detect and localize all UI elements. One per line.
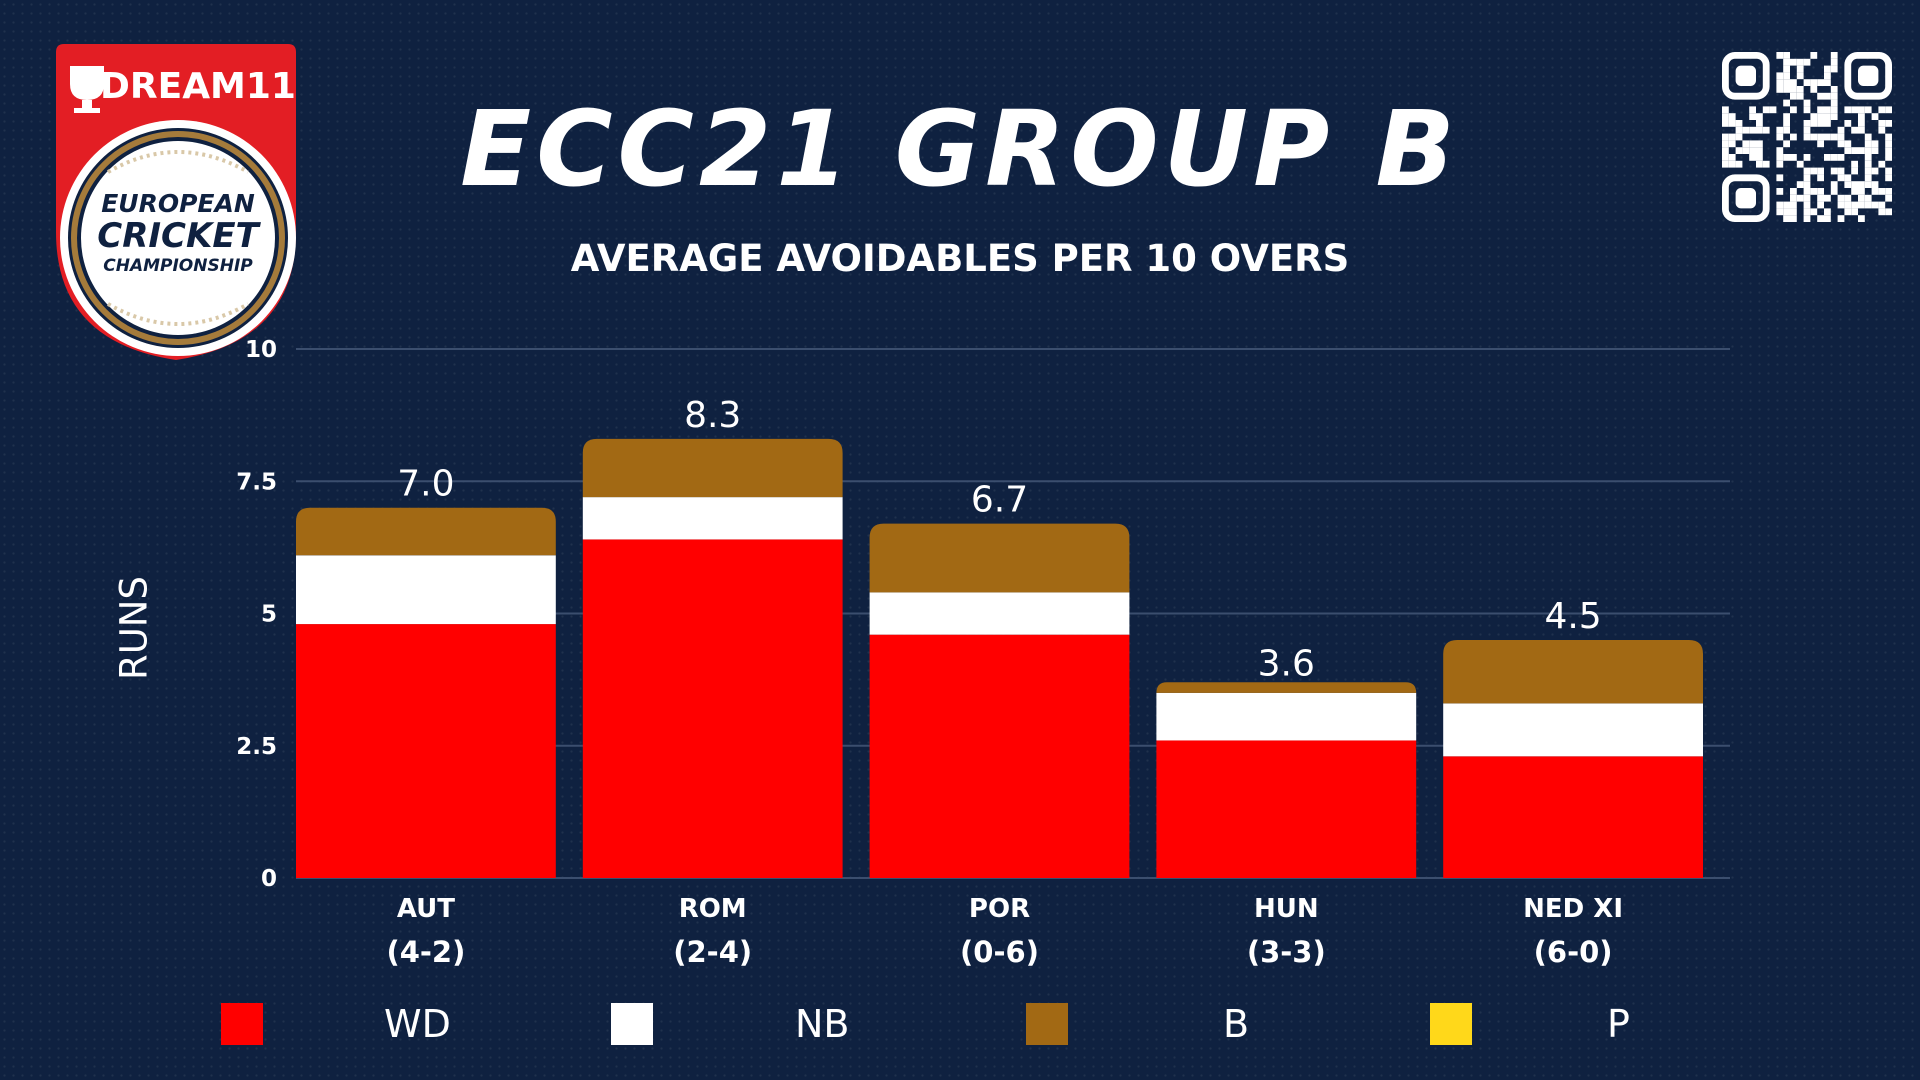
bar-total-label: 7.0 <box>397 464 454 505</box>
ecc-dream11-logo: DREAM11 EUROPEAN CRICKET CHAMPIONSHIP <box>56 44 296 360</box>
y-tick-label: 0 <box>261 866 277 892</box>
bar-segment-b-por <box>869 523 1130 593</box>
y-tick-label: 10 <box>245 337 277 363</box>
chart-subtitle: AVERAGE AVOIDABLES PER 10 OVERS <box>570 237 1350 280</box>
bar-segment-b-ned-xi <box>1443 639 1703 704</box>
bar-segment-nb-aut <box>296 555 556 625</box>
x-record-label: (0-6) <box>960 935 1039 969</box>
x-record-label: (6-0) <box>1534 935 1613 969</box>
bar-segment-wd-rom <box>582 539 843 878</box>
x-category-label: ROM <box>679 894 747 924</box>
bar-total-label: 3.6 <box>1258 644 1315 685</box>
bar-segment-nb-ned-xi <box>1443 703 1703 757</box>
y-tick-label: 2.5 <box>236 734 277 760</box>
bar-segment-b-rom <box>582 438 843 498</box>
bar-segment-wd-hun <box>1156 740 1417 878</box>
dream11-d-icon <box>70 66 104 100</box>
bar-segment-wd-por <box>869 634 1130 878</box>
logo-sponsor-text: DREAM11 <box>100 66 296 107</box>
bar-total-label: 4.5 <box>1544 596 1601 637</box>
bar-segment-b-hun <box>1156 682 1417 693</box>
x-category-label: NED XI <box>1523 894 1623 924</box>
bar-total-label: 8.3 <box>684 395 741 436</box>
x-record-label: (2-4) <box>673 935 752 969</box>
bar-segment-nb-por <box>869 592 1130 635</box>
logo-text-european: EUROPEAN <box>101 189 255 218</box>
chart-title: ECC21 GROUP B <box>460 88 1460 210</box>
bar-segment-nb-rom <box>582 497 843 540</box>
bar-segment-wd-aut <box>296 624 556 878</box>
x-record-label: (4-2) <box>386 935 465 969</box>
logo-text-cricket: CRICKET <box>97 216 261 256</box>
bar-segment-b-aut <box>296 507 556 556</box>
x-category-label: POR <box>969 894 1030 924</box>
y-tick-label: 7.5 <box>236 469 277 495</box>
bar-segment-wd-ned-xi <box>1443 756 1703 878</box>
x-category-label: AUT <box>397 894 455 924</box>
x-category-label: HUN <box>1254 894 1319 924</box>
qr-code-icon <box>1722 52 1892 222</box>
y-tick-label: 5 <box>261 602 277 628</box>
logo-text-championship: CHAMPIONSHIP <box>103 256 253 276</box>
bar-segment-nb-hun <box>1156 692 1417 741</box>
x-record-label: (3-3) <box>1247 935 1326 969</box>
bar-total-label: 6.7 <box>971 480 1028 521</box>
